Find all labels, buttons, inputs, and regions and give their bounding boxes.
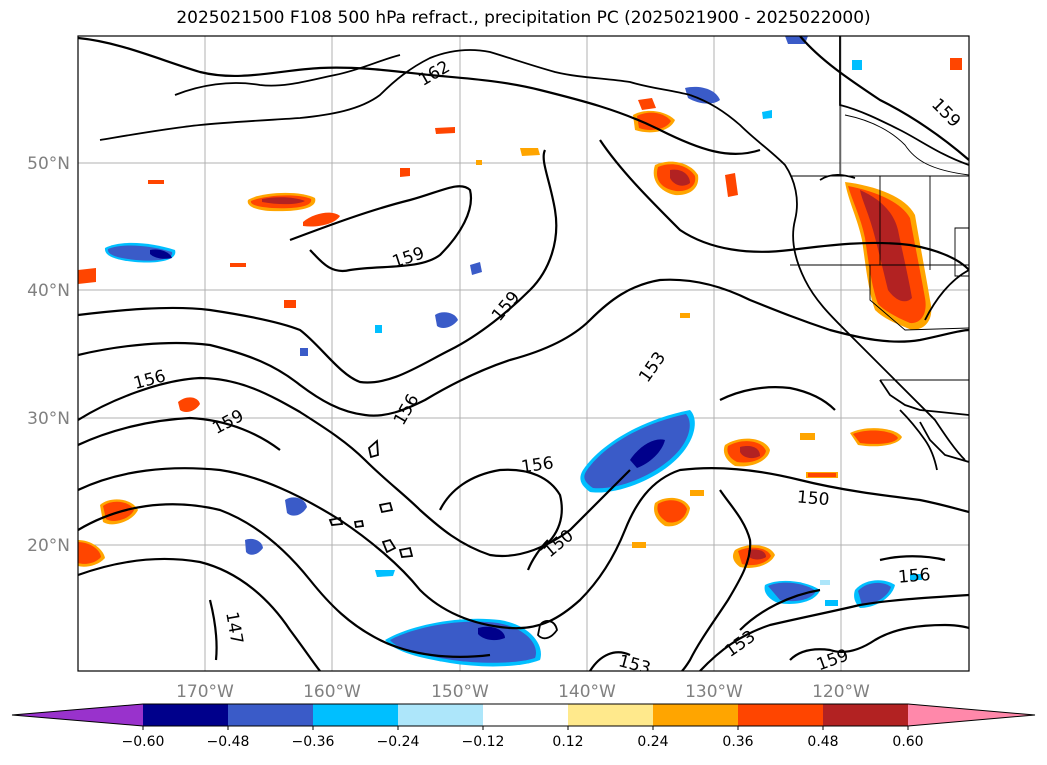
borders	[790, 36, 969, 381]
colorbar-tick-label: 0.36	[722, 734, 753, 750]
contour-label: 156	[520, 453, 555, 477]
colorbar-segment	[398, 704, 483, 726]
colorbar-segment	[738, 704, 823, 726]
lon-label-160w: 160°W	[303, 682, 361, 702]
colorbar-segment	[653, 704, 738, 726]
colorbar-tick-label: 0.24	[637, 734, 668, 750]
graticule	[78, 36, 969, 671]
colorbar: −0.60 −0.48 −0.36 −0.24 −0.12 0.12 0.24 0.36 0.4…	[11, 703, 1036, 750]
map-frame	[77, 35, 970, 672]
page-title: 2025021500 F108 500 hPa refract., precip…	[176, 8, 871, 28]
lon-label-130w: 130°W	[685, 682, 743, 702]
lat-label-50n: 50°N	[27, 154, 70, 174]
lat-label-40n: 40°N	[27, 281, 70, 301]
lat-label-30n: 30°N	[27, 409, 70, 429]
precip-positive-shading	[78, 58, 962, 568]
colorbar-segment	[823, 704, 908, 726]
colorbar-tick-label: 0.48	[807, 734, 838, 750]
latitude-labels: 50°N 40°N 30°N 20°N	[27, 154, 70, 556]
contour-label: 150	[796, 487, 830, 510]
colorbar-tick-label: −0.48	[207, 734, 250, 750]
colorbar-segment	[483, 704, 568, 726]
lon-label-140w: 140°W	[558, 682, 616, 702]
lon-label-150w: 150°W	[431, 682, 489, 702]
colorbar-tick-label: −0.24	[377, 734, 420, 750]
contour-label: 156	[897, 565, 931, 588]
colorbar-extend-max	[908, 704, 1035, 726]
colorbar-segment	[228, 704, 313, 726]
map-area	[78, 36, 969, 671]
colorbar-tick-label: −0.60	[122, 734, 165, 750]
refractivity-contours	[78, 36, 969, 671]
contour-label: 153	[616, 651, 653, 679]
colorbar-segment	[313, 704, 398, 726]
lon-label-170w: 170°W	[176, 682, 234, 702]
colorbar-tick-label: −0.12	[462, 734, 505, 750]
colorbar-segment	[143, 704, 228, 726]
lon-label-120w: 120°W	[812, 682, 870, 702]
colorbar-tick-label: −0.36	[292, 734, 335, 750]
longitude-labels: 170°W 160°W 150°W 140°W 130°W 120°W	[176, 682, 870, 702]
precip-negative-shading	[104, 36, 922, 667]
colorbar-extend-min	[12, 704, 143, 726]
colorbar-tick-label: 0.60	[892, 734, 923, 750]
colorbar-tick-label: 0.12	[552, 734, 583, 750]
colorbar-segment	[568, 704, 653, 726]
lat-label-20n: 20°N	[27, 536, 70, 556]
